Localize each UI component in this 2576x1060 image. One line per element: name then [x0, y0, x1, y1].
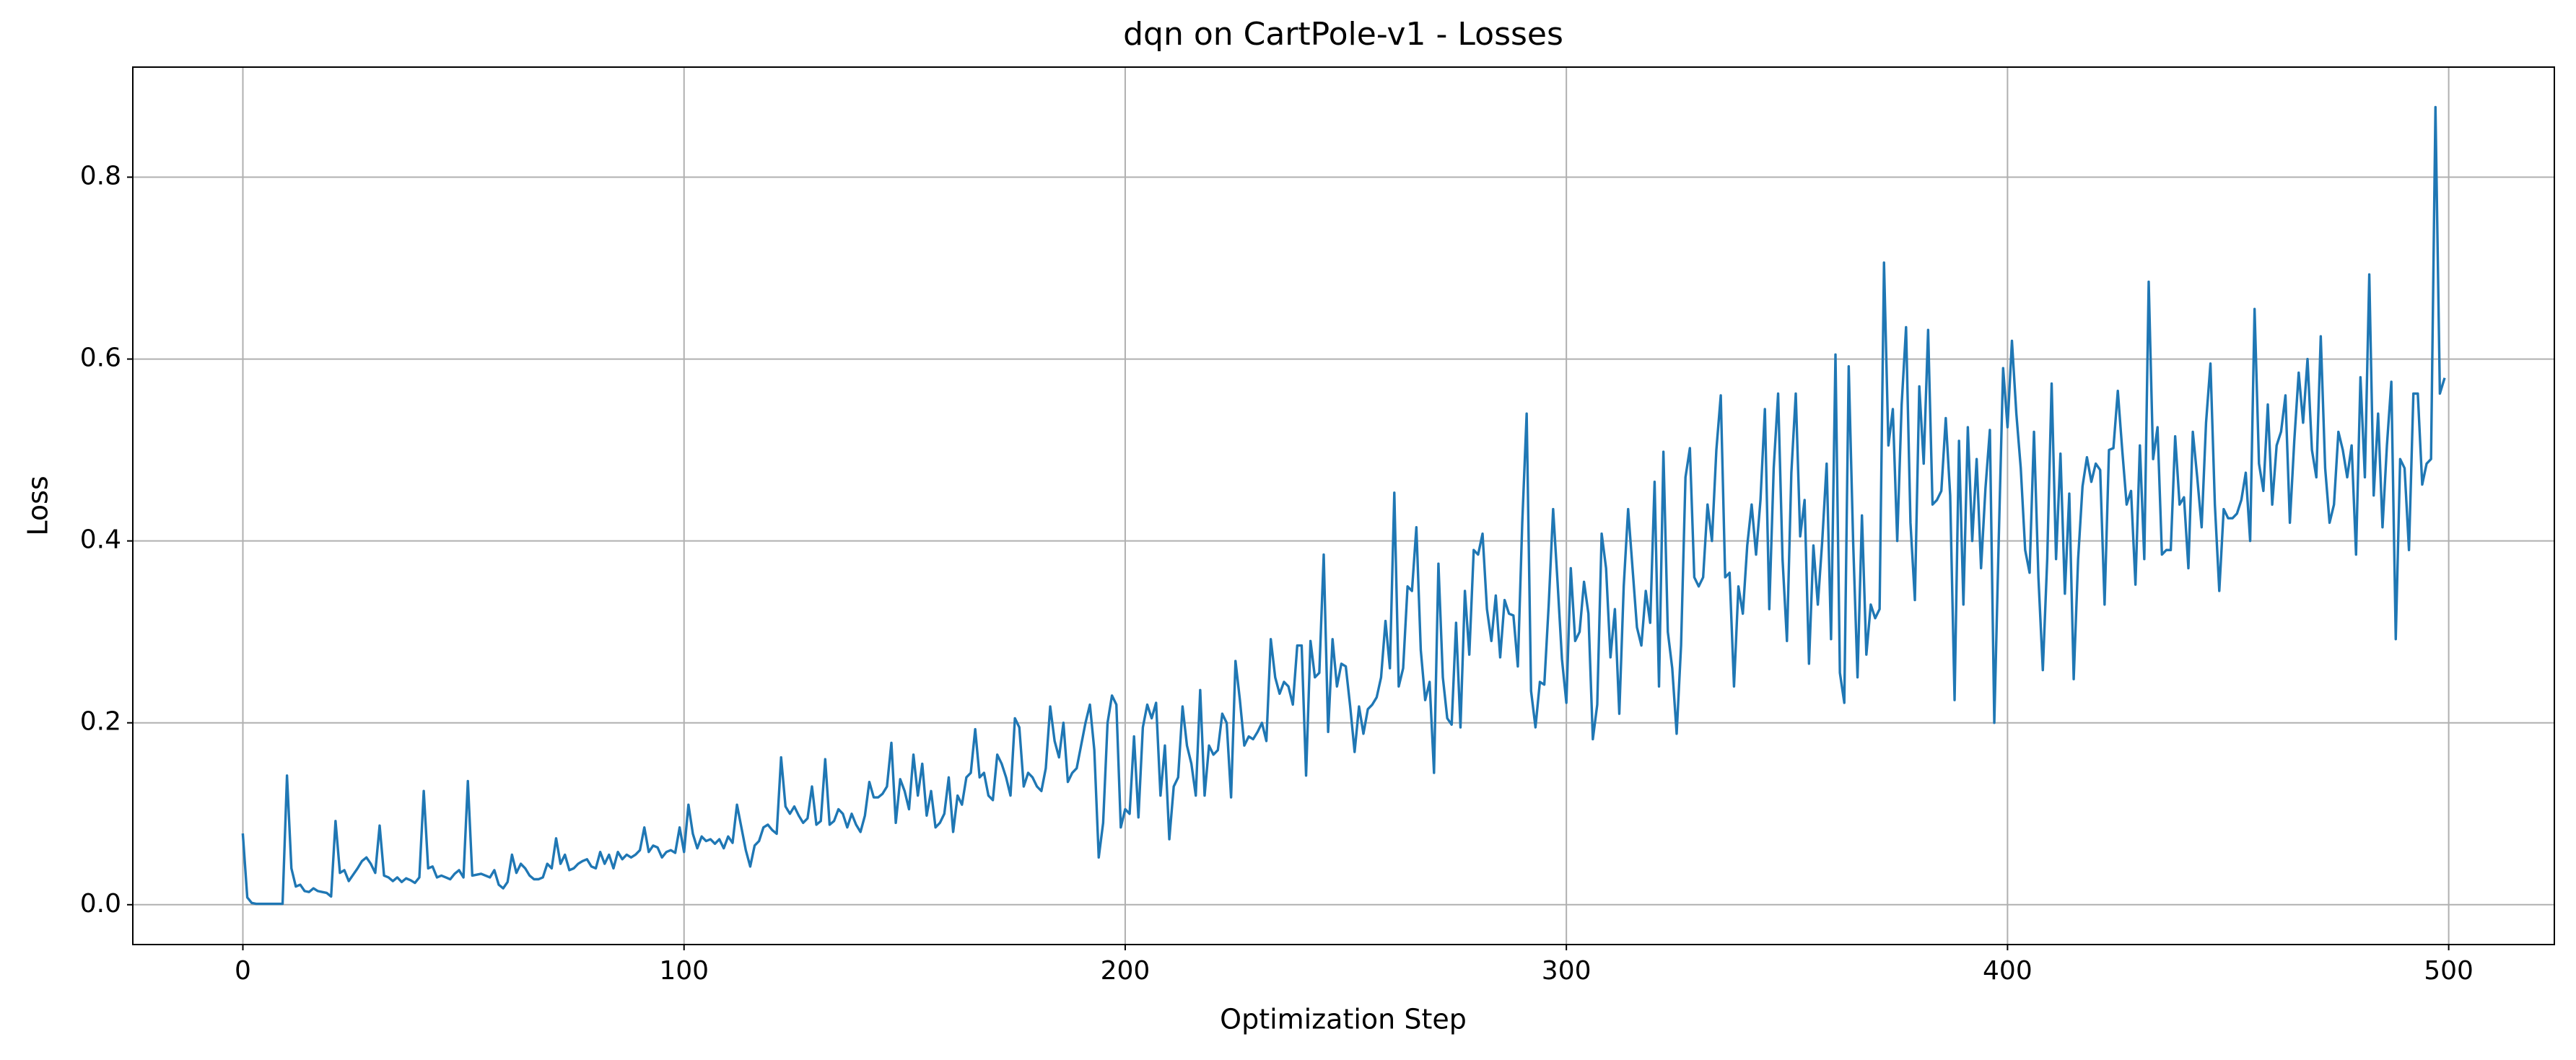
x-axis-label: Optimization Step [1220, 1004, 1467, 1035]
x-tick-label: 400 [1983, 956, 2033, 986]
y-tick-label: 0.0 [80, 889, 121, 919]
y-tick-label: 0.6 [80, 343, 121, 373]
y-tick-label: 0.4 [80, 525, 121, 555]
loss-line [241, 105, 2446, 906]
x-tick-label: 200 [1101, 956, 1151, 986]
x-tick-label: 0 [235, 956, 251, 986]
chart-title: dqn on CartPole-v1 - Losses [1123, 16, 1563, 53]
x-tick-label: 500 [2424, 956, 2474, 986]
x-tick-label: 100 [659, 956, 709, 986]
y-tick-label: 0.8 [80, 162, 121, 191]
y-tick-label: 0.2 [80, 707, 121, 737]
y-axis-label: Loss [22, 476, 54, 535]
plot-frame [132, 66, 2555, 945]
x-tick-label: 300 [1542, 956, 1592, 986]
